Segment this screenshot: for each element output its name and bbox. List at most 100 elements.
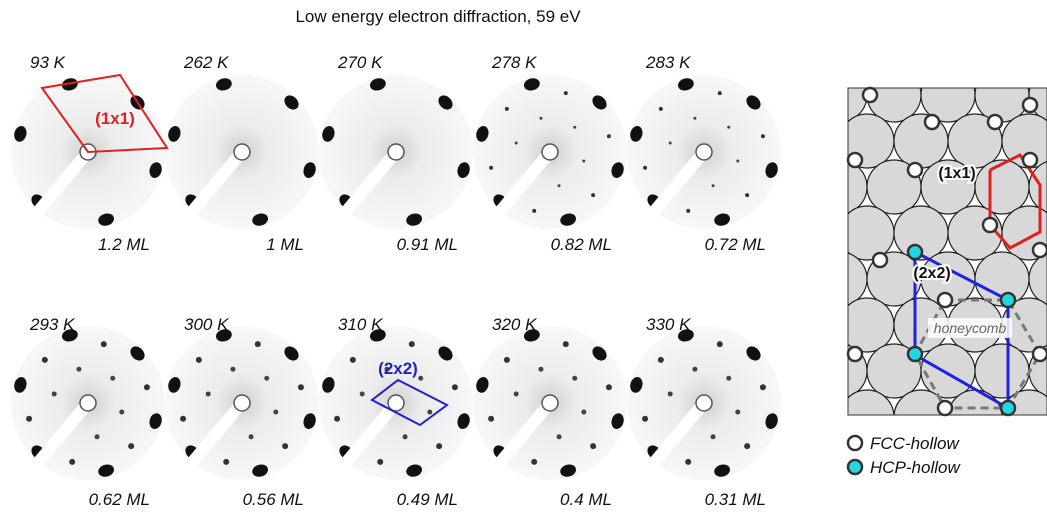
substrate-atom bbox=[975, 160, 1029, 214]
spot bbox=[590, 443, 596, 449]
substrate-atom bbox=[975, 344, 1029, 398]
spot bbox=[643, 166, 647, 170]
coverage-label: 0.4 ML bbox=[560, 490, 612, 509]
temperature-label: 278 K bbox=[491, 53, 537, 72]
spot bbox=[515, 141, 518, 144]
temperature-label: 270 K bbox=[337, 53, 383, 72]
spot bbox=[95, 434, 100, 439]
spot bbox=[196, 357, 202, 363]
substrate-atom bbox=[921, 344, 975, 398]
coverage-label: 1.2 ML bbox=[98, 235, 150, 254]
fcc-site bbox=[848, 153, 862, 167]
leed-pattern bbox=[165, 326, 319, 480]
spot bbox=[717, 341, 723, 347]
spot bbox=[572, 376, 577, 381]
leed-pattern bbox=[627, 75, 781, 229]
temperature-label: 300 K bbox=[184, 315, 229, 334]
fcc-site bbox=[863, 88, 877, 102]
figure: Low energy electron diffraction, 59 eV (… bbox=[0, 0, 1047, 513]
spot bbox=[403, 434, 408, 439]
spot bbox=[282, 443, 288, 449]
spot bbox=[26, 416, 32, 422]
spot bbox=[101, 341, 107, 347]
spot bbox=[745, 193, 749, 197]
spot bbox=[76, 367, 81, 372]
leed-pattern bbox=[473, 326, 627, 480]
model-label: (1x1) bbox=[938, 165, 975, 182]
spot bbox=[110, 376, 115, 381]
spot bbox=[582, 160, 585, 163]
fcc-site bbox=[848, 347, 862, 361]
spot bbox=[558, 184, 561, 187]
coverage-label: 1 ML bbox=[266, 235, 304, 254]
spot bbox=[427, 410, 432, 415]
spot bbox=[606, 384, 612, 390]
spot bbox=[360, 391, 365, 396]
spot bbox=[736, 160, 739, 163]
spot bbox=[711, 434, 716, 439]
spot bbox=[418, 376, 423, 381]
spot bbox=[573, 126, 576, 129]
spot bbox=[658, 357, 664, 363]
spot bbox=[489, 166, 493, 170]
gun bbox=[234, 395, 250, 411]
substrate-atom bbox=[948, 206, 1002, 260]
spot bbox=[760, 384, 766, 390]
spot bbox=[669, 141, 672, 144]
gun bbox=[542, 395, 558, 411]
spot bbox=[298, 384, 304, 390]
spot bbox=[693, 117, 696, 120]
spot bbox=[505, 107, 509, 111]
fcc-site bbox=[873, 253, 887, 267]
spot bbox=[377, 459, 383, 465]
legend-fcc-symbol bbox=[848, 436, 862, 450]
spot bbox=[726, 376, 731, 381]
fcc-site bbox=[938, 401, 952, 415]
spot bbox=[607, 134, 611, 138]
gun bbox=[696, 144, 712, 160]
spot bbox=[744, 443, 750, 449]
legend-label: FCC-hollow bbox=[870, 434, 961, 453]
spot bbox=[692, 367, 697, 372]
spot bbox=[230, 367, 235, 372]
gun bbox=[80, 395, 96, 411]
spot bbox=[564, 91, 568, 95]
spot bbox=[206, 391, 211, 396]
leed-pattern bbox=[165, 75, 319, 229]
spot bbox=[531, 459, 537, 465]
fcc-site bbox=[1023, 98, 1037, 112]
coverage-label: 0.91 ML bbox=[397, 235, 458, 254]
legend-hcp-symbol bbox=[848, 460, 862, 474]
hcp-site bbox=[908, 245, 922, 259]
hcp-site bbox=[1001, 293, 1015, 307]
leed-pattern bbox=[627, 326, 781, 480]
spot bbox=[452, 384, 458, 390]
legend-label: HCP-hollow bbox=[870, 458, 961, 477]
coverage-label: 0.62 ML bbox=[89, 490, 150, 509]
annotation: (1x1) bbox=[95, 109, 135, 128]
spot bbox=[264, 376, 269, 381]
substrate-atom bbox=[813, 252, 867, 306]
spot bbox=[144, 384, 150, 390]
spot bbox=[659, 107, 663, 111]
hcp-site bbox=[1001, 401, 1015, 415]
substrate-atom bbox=[975, 68, 1029, 122]
coverage-label: 0.82 ML bbox=[551, 235, 612, 254]
spot bbox=[557, 434, 562, 439]
gun bbox=[542, 144, 558, 160]
spot bbox=[642, 416, 648, 422]
fcc-site bbox=[1033, 347, 1047, 361]
spot bbox=[591, 193, 595, 197]
fcc-site bbox=[988, 115, 1002, 129]
coverage-label: 0.31 ML bbox=[705, 490, 766, 509]
spot bbox=[718, 91, 722, 95]
fcc-site bbox=[983, 218, 997, 232]
leed-panels bbox=[11, 75, 781, 480]
spot bbox=[685, 459, 691, 465]
spot bbox=[539, 117, 542, 120]
coverage-label: 0.56 ML bbox=[243, 490, 304, 509]
spot bbox=[532, 209, 536, 213]
substrate-atom bbox=[813, 68, 867, 122]
fcc-site bbox=[1033, 243, 1047, 257]
spot bbox=[727, 126, 730, 129]
